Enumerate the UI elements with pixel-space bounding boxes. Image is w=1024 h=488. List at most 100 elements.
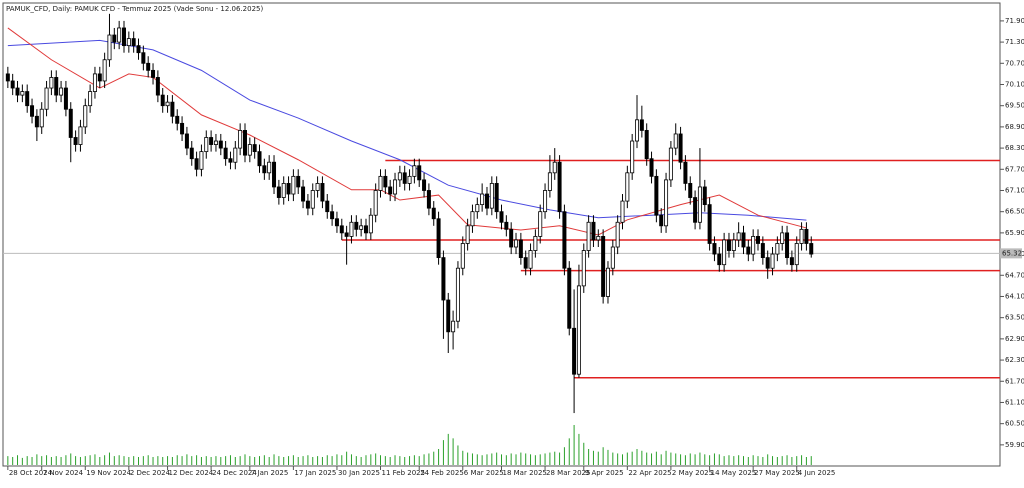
candle-body bbox=[509, 228, 514, 248]
candle-body bbox=[523, 257, 528, 269]
candle-body bbox=[354, 221, 359, 230]
candle-body bbox=[334, 218, 339, 227]
candle-body bbox=[194, 158, 199, 170]
candle-body bbox=[552, 161, 557, 174]
candle-body bbox=[296, 175, 301, 188]
candle-body bbox=[707, 204, 712, 244]
candle-body bbox=[363, 225, 368, 234]
candle-body bbox=[286, 183, 291, 195]
candle-body bbox=[567, 267, 572, 329]
x-tick-label: 28 Oct 2024 bbox=[9, 469, 53, 477]
candle-body bbox=[223, 147, 228, 160]
candle-body bbox=[242, 130, 247, 156]
candle-body bbox=[189, 147, 194, 160]
candle-body bbox=[238, 130, 243, 149]
candle-body bbox=[635, 119, 640, 142]
candle-body bbox=[799, 228, 804, 244]
candle-body bbox=[455, 267, 460, 322]
candle-body bbox=[431, 207, 436, 220]
x-tick-label: 28 Mar 2025 bbox=[546, 469, 590, 477]
candle-body bbox=[160, 94, 165, 107]
candle-body bbox=[726, 239, 731, 251]
x-tick-label: 2 May 2025 bbox=[672, 469, 713, 477]
candle-body bbox=[591, 221, 596, 241]
candle-body bbox=[359, 225, 364, 230]
candle-body bbox=[126, 38, 131, 47]
x-tick-label: 24 Feb 2025 bbox=[420, 469, 464, 477]
candle-body bbox=[180, 122, 185, 135]
candle-body bbox=[272, 161, 277, 188]
candle-body bbox=[451, 320, 456, 333]
candle-body bbox=[267, 161, 272, 174]
candle-body bbox=[73, 137, 78, 145]
candle-body bbox=[34, 115, 39, 128]
ma-line bbox=[7, 27, 807, 236]
candle-body bbox=[518, 239, 523, 259]
y-tick-label: 69.50 bbox=[1005, 102, 1024, 110]
candle-body bbox=[10, 80, 15, 89]
chart-title: PAMUK_CFD, Daily: PAMUK CFD - Temmuz 202… bbox=[6, 5, 263, 13]
candle-body bbox=[199, 151, 204, 170]
candle-body bbox=[789, 257, 794, 266]
y-tick-label: 59.90 bbox=[1005, 441, 1024, 449]
candle-body bbox=[373, 190, 378, 216]
candle-body bbox=[39, 108, 44, 128]
x-tick-label: 24 Dec 2024 bbox=[212, 469, 257, 477]
candle-body bbox=[460, 243, 465, 269]
candle-body bbox=[717, 253, 722, 266]
candle-body bbox=[465, 225, 470, 244]
candle-body bbox=[378, 175, 383, 191]
candle-body bbox=[146, 62, 151, 71]
candle-body bbox=[102, 59, 107, 82]
candle-body bbox=[97, 73, 102, 82]
x-tick-label: 27 May 2025 bbox=[754, 469, 800, 477]
candle-body bbox=[446, 299, 451, 333]
candle-body bbox=[470, 211, 475, 227]
candle-body bbox=[809, 243, 814, 255]
x-tick-label: 11 Feb 2025 bbox=[382, 469, 426, 477]
candle-body bbox=[349, 221, 354, 237]
y-tick-label: 63.50 bbox=[1005, 314, 1024, 322]
candle-body bbox=[83, 105, 88, 128]
candle-body bbox=[693, 197, 698, 223]
candle-body bbox=[639, 119, 644, 131]
ma-line bbox=[7, 39, 807, 221]
candle-body bbox=[586, 221, 591, 251]
candle-body bbox=[233, 147, 238, 163]
candle-body bbox=[175, 115, 180, 124]
candle-body bbox=[538, 211, 543, 237]
candle-body bbox=[54, 77, 59, 96]
candle-body bbox=[668, 147, 673, 181]
candle-body bbox=[426, 190, 431, 209]
x-tick-label: 19 Nov 2024 bbox=[86, 469, 131, 477]
candle-body bbox=[59, 87, 64, 96]
x-tick-label: 12 Dec 2024 bbox=[169, 469, 214, 477]
candle-body bbox=[543, 190, 548, 213]
y-tick-label: 70.10 bbox=[1005, 80, 1024, 88]
candle-body bbox=[547, 172, 552, 191]
candle-body bbox=[141, 52, 146, 64]
candle-body bbox=[596, 236, 601, 241]
candle-body bbox=[412, 165, 417, 177]
candle-body bbox=[572, 327, 577, 375]
y-tick-label: 66.50 bbox=[1005, 208, 1024, 216]
candle-body bbox=[383, 175, 388, 188]
y-tick-label: 62.90 bbox=[1005, 335, 1024, 343]
x-tick-label: 7 Nov 2024 bbox=[43, 469, 84, 477]
candle-body bbox=[301, 186, 306, 202]
candle-body bbox=[770, 253, 775, 269]
candle-body bbox=[562, 211, 567, 269]
candle-body bbox=[20, 91, 25, 96]
y-tick-label: 60.50 bbox=[1005, 420, 1024, 428]
candle-body bbox=[407, 175, 412, 184]
candle-body bbox=[68, 108, 73, 138]
candle-body bbox=[262, 165, 267, 174]
x-tick-label: 2 Dec 2024 bbox=[130, 469, 171, 477]
candle-body bbox=[88, 91, 93, 107]
candle-body bbox=[78, 126, 83, 145]
candle-body bbox=[330, 211, 335, 220]
x-tick-label: 7 Jan 2025 bbox=[251, 469, 289, 477]
candle-body bbox=[528, 250, 533, 269]
candle-body bbox=[731, 239, 736, 251]
